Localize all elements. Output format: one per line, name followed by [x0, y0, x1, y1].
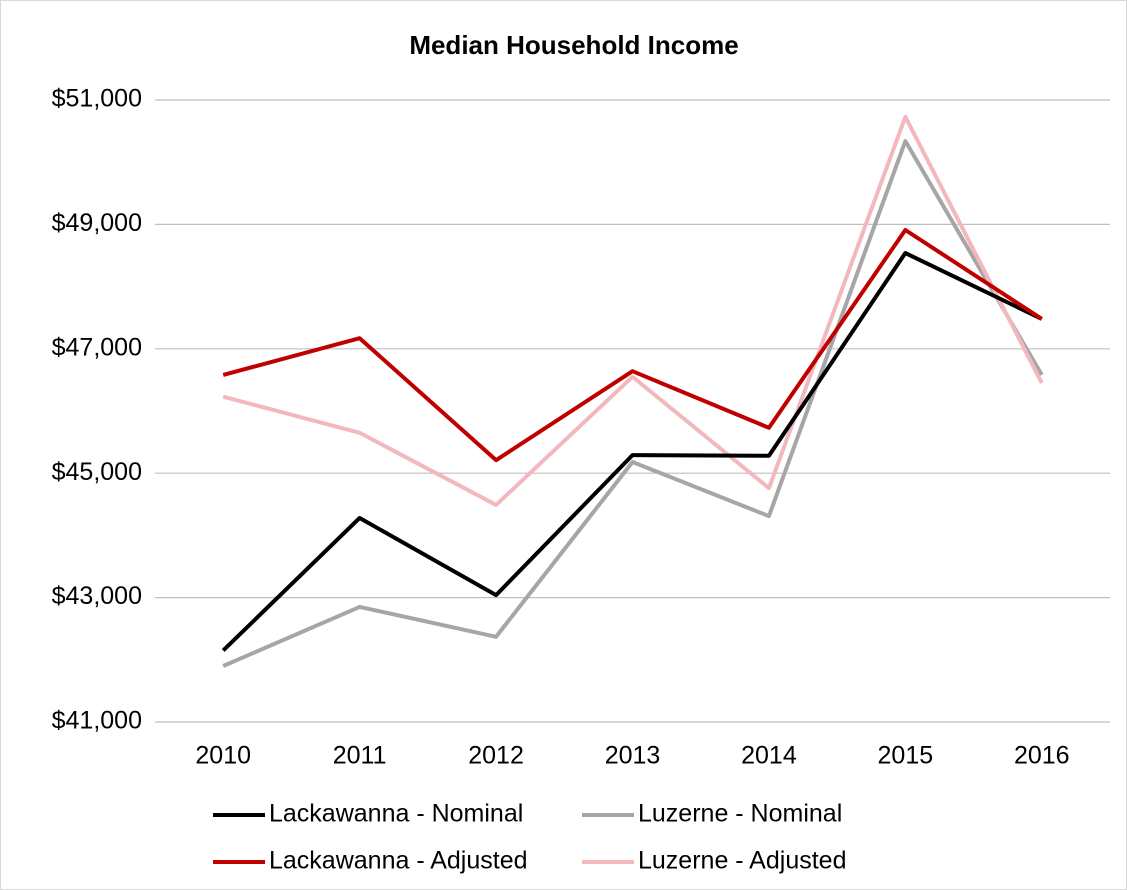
y-tick-label: $47,000 [52, 333, 142, 361]
x-tick-label: 2010 [195, 742, 251, 770]
x-tick-label: 2012 [468, 742, 524, 770]
y-tick-label: $45,000 [52, 458, 142, 486]
x-tick-label: 2011 [333, 742, 387, 770]
series-line [221, 251, 1043, 652]
legend-label: Lackawanna - Nominal [269, 800, 523, 828]
y-tick-label: $49,000 [52, 209, 142, 237]
series-line [222, 114, 1044, 507]
x-tick-label: 2016 [1014, 742, 1070, 770]
y-tick-label: $41,000 [52, 707, 142, 735]
legend-label: Lackawanna - Adjusted [269, 847, 528, 875]
legend-label: Luzerne - Nominal [638, 800, 842, 828]
x-tick-label: 2013 [605, 742, 661, 770]
series-line [222, 139, 1044, 668]
legend-label: Luzerne - Adjusted [638, 847, 846, 875]
y-tick-label: $43,000 [52, 582, 142, 610]
series-line [222, 227, 1043, 463]
x-tick-label: 2014 [741, 742, 797, 770]
y-tick-label: $51,000 [52, 85, 142, 113]
x-tick-label: 2015 [878, 742, 934, 770]
chart-title: Median Household Income [409, 30, 738, 60]
